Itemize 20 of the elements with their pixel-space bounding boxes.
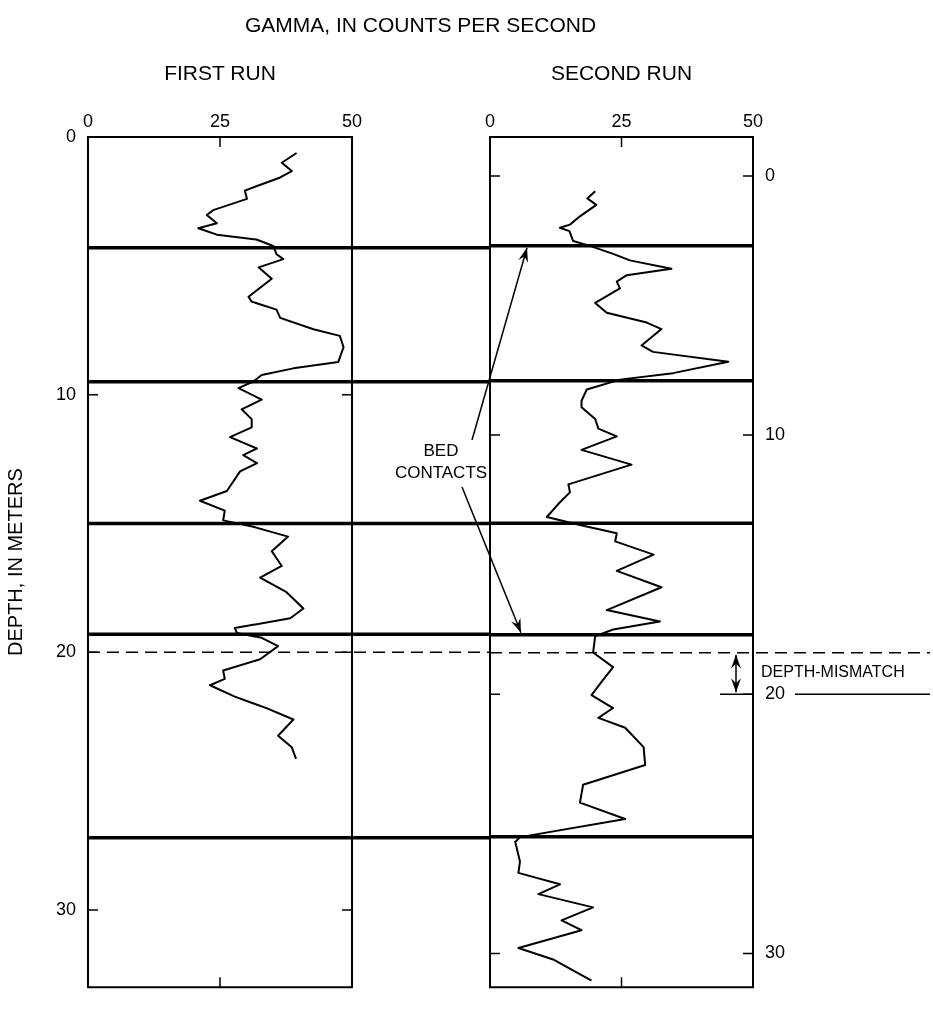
y-axis-title: DEPTH, IN METERS [3, 468, 26, 656]
x-axis-title: GAMMA, IN COUNTS PER SECOND [244, 13, 597, 36]
y-tick-label: 10 [55, 383, 76, 404]
x-tick-label: 25 [611, 111, 632, 132]
x-tick-label: 25 [209, 111, 231, 132]
x-tick-label: 50 [742, 111, 764, 132]
x-tick-label: 50 [341, 111, 363, 132]
y-tick-label: 20 [55, 641, 76, 662]
legend-label: DEPTH-MISMATCH [761, 662, 905, 680]
y-tick-label: 0 [65, 125, 76, 146]
x-tick-label: 0 [484, 111, 496, 132]
y-tick-label: 20 [765, 683, 786, 704]
y-tick-label: 30 [765, 942, 786, 963]
text: BED CONTACTS [394, 440, 488, 484]
x-tick-label: 0 [82, 111, 94, 132]
y-tick-label: 0 [765, 164, 776, 185]
y-tick-label: 30 [55, 898, 76, 919]
chart-title: SECOND RUN [550, 61, 693, 84]
y-tick-label: 10 [765, 424, 786, 445]
chart-title: FIRST RUN [164, 61, 276, 84]
